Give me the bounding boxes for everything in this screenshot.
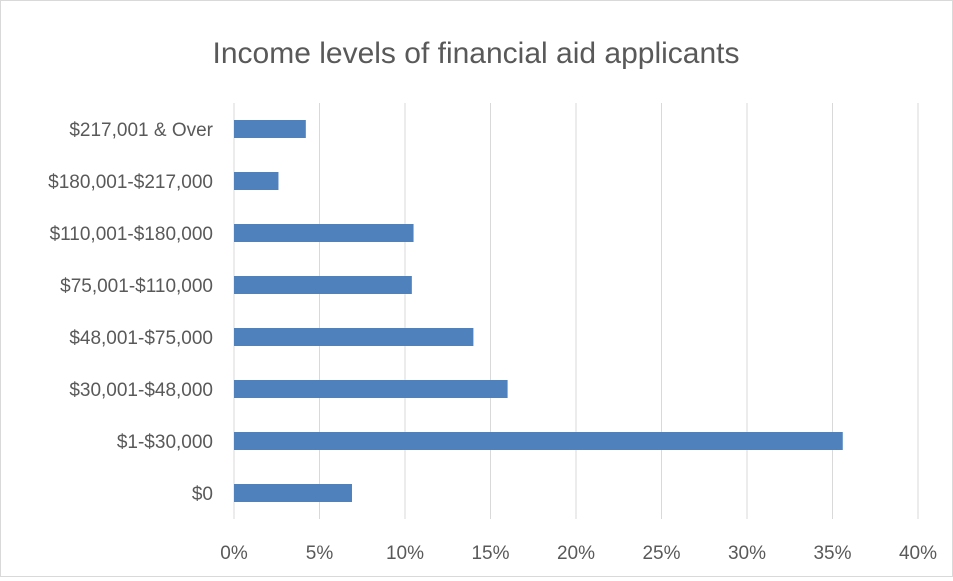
bars [234,120,843,502]
chart-title: Income levels of financial aid applicant… [213,37,740,70]
x-tick-label: 25% [642,543,680,564]
x-tick-label: 30% [728,543,766,564]
category-labels: $0 $1-$30,000 $30,001-$48,000 $48,001-$75,0… [48,120,213,505]
category-label: $180,001-$217,000 [48,172,213,193]
category-label: $110,001-$180,000 [50,224,213,245]
x-tick-label: 0% [220,543,248,564]
bar [234,224,414,242]
category-label: $217,001 & Over [69,120,213,141]
bar [234,172,279,190]
gridlines [233,103,919,519]
bar [234,380,508,398]
x-tick-label: 15% [471,543,509,564]
x-tick-label: 20% [557,543,595,564]
category-label: $75,001-$110,000 [60,276,213,297]
bar [234,276,412,294]
category-label: $30,001-$48,000 [69,380,213,401]
x-tick-label: 40% [899,543,937,564]
x-tick-labels: 0% 5% 10% 15% 20% 25% 30% 35% 40% [220,543,937,564]
category-label: $48,001-$75,000 [69,328,213,349]
x-tick-label: 5% [306,543,334,564]
bar [234,432,843,450]
bar [234,484,352,502]
x-tick-label: 10% [386,543,424,564]
x-tick-label: 35% [813,543,851,564]
category-label: $0 [192,484,213,505]
category-label: $1-$30,000 [117,432,213,453]
bar [234,328,474,346]
bar [234,120,306,138]
